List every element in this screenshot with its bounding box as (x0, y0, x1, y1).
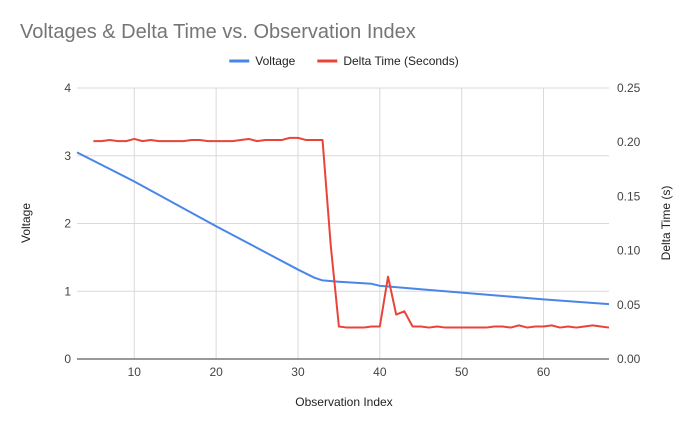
y-tick-label: 3 (64, 149, 71, 163)
y-axis-title: Voltage (19, 203, 33, 243)
chart-title: Voltages & Delta Time vs. Observation In… (20, 21, 416, 43)
y2-tick-label: 0.10 (617, 244, 641, 258)
axes: 0 1 2 3 4 0.00 0.05 0.10 0.15 0.20 0.25 10 20 30 40 50 6… (64, 81, 640, 379)
legend-item-voltage[interactable]: Voltage (229, 54, 296, 68)
x-tick-label: 50 (455, 365, 469, 379)
legend-label: Delta Time (Seconds) (343, 54, 458, 68)
series-line-delta-time (93, 136, 610, 329)
y2-axis-title: Delta Time (s) (659, 186, 673, 261)
x-tick-label: 60 (537, 365, 551, 379)
legend: Voltage Delta Time (Seconds) (229, 54, 459, 68)
y-tick-label: 4 (64, 81, 71, 95)
y2-tick-label: 0.20 (617, 135, 641, 149)
x-tick-label: 20 (209, 365, 223, 379)
x-tick-label: 40 (373, 365, 387, 379)
x-tick-label: 30 (291, 365, 305, 379)
y2-tick-label: 0.25 (617, 81, 641, 95)
grid (77, 87, 609, 359)
legend-label: Voltage (255, 54, 295, 68)
series-layer (76, 136, 610, 329)
legend-item-delta-time[interactable]: Delta Time (Seconds) (317, 54, 459, 68)
y2-tick-label: 0.00 (617, 352, 641, 366)
series-line-voltage (76, 151, 610, 306)
y-tick-label: 0 (64, 352, 71, 366)
x-axis-title: Observation Index (295, 395, 392, 409)
y2-tick-label: 0.05 (617, 298, 641, 312)
y-tick-label: 2 (64, 217, 71, 231)
x-tick-label: 10 (128, 365, 142, 379)
y2-tick-label: 0.15 (617, 189, 641, 203)
y-tick-label: 1 (64, 284, 71, 298)
